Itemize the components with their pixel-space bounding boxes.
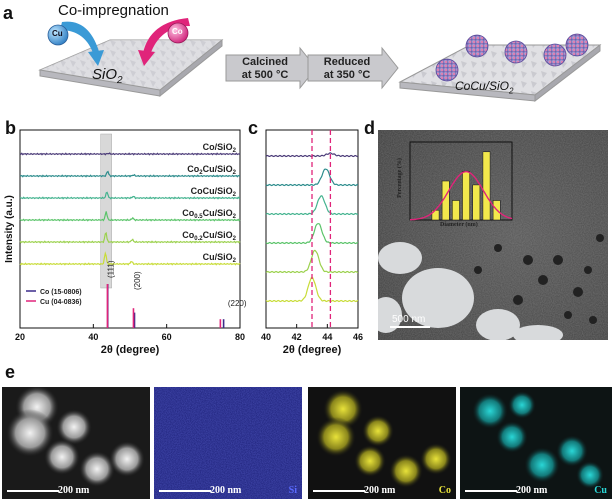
inset-bar-6	[472, 184, 481, 221]
xrd-series-5	[19, 251, 241, 266]
series-label-3: Co0.5Cu/SiO2	[182, 208, 236, 220]
ref-legend-text-0: Co (15-0806)	[40, 289, 82, 296]
c-series-1	[265, 168, 359, 187]
b-xtick-label-3: 80	[235, 332, 245, 342]
c-xtick-label-1: 42	[292, 332, 302, 342]
co-image	[313, 389, 452, 492]
cu-arrow	[60, 21, 100, 56]
tem-holes	[378, 242, 563, 340]
panel-d-label: d	[364, 118, 375, 138]
inset-bar-7	[482, 151, 491, 221]
series-label-4: Co0.2Cu/SiO2	[182, 230, 236, 242]
cu-precursor-label: Cu	[52, 29, 63, 38]
panel-b-label: b	[5, 118, 16, 138]
co-precursor-label: Co	[172, 27, 183, 36]
co-element-label: Co	[438, 485, 451, 496]
inset-xlabel: Diameter (nm)	[440, 222, 478, 228]
xrd-chart-c: 40 42 44 46 2θ (degree)	[261, 129, 363, 356]
b-xtick-label-2: 60	[162, 332, 172, 342]
c-xtick-label-3: 46	[353, 332, 363, 342]
cocu-sio2-label: CoCu/SiO2	[455, 79, 513, 95]
reduced-step-label: Reduced at 350 °C	[312, 56, 382, 82]
tem-scalebar-label: 500 nm	[392, 314, 426, 325]
series-label-5: Cu/SiO2	[203, 252, 237, 264]
c-series-4	[265, 249, 359, 274]
cu-image	[465, 391, 604, 492]
haadf-scalebar: 200 nm	[58, 485, 90, 496]
tem-image	[378, 130, 608, 340]
size-histogram-inset	[409, 141, 513, 221]
b-xlabel: 2θ (degree)	[101, 344, 160, 356]
xrd-series-3	[19, 211, 241, 222]
series-label-1: Co2Cu/SiO2	[187, 164, 236, 176]
co-impregnation-title: Co-impregnation	[58, 2, 169, 19]
haadf-map: 200 nm	[2, 387, 150, 499]
reduced-detail: at 350 °C	[323, 69, 371, 81]
panel-c-label: c	[248, 118, 259, 138]
inset-ylabel: Percentage (%)	[397, 158, 403, 198]
xrd-series-4	[19, 231, 241, 244]
xrd-series-1	[19, 170, 241, 178]
c-series-5	[265, 276, 359, 303]
cu-precursor-ball	[47, 24, 69, 46]
si-image	[154, 387, 302, 499]
si-scalebar: 200 nm	[210, 485, 242, 496]
miller-label-0: (111)	[106, 260, 115, 278]
series-label-2: CoCu/SiO2	[191, 186, 237, 198]
inset-bar-4	[451, 200, 460, 221]
c-xtick-label-2: 44	[322, 332, 332, 342]
reduced-arrow-shape	[307, 46, 399, 90]
inset-fit-curve	[410, 170, 513, 221]
cu-map: 200 nm Cu	[460, 387, 612, 499]
calcined-detail: at 500 °C	[241, 69, 289, 81]
tem-particles	[474, 234, 604, 324]
xrd-series-0	[19, 152, 241, 156]
cocu-particles	[435, 33, 589, 82]
highlight-band	[100, 133, 112, 289]
xrd-series-2	[19, 191, 241, 200]
c-xlabel: 2θ (degree)	[283, 344, 342, 356]
co-scalebar: 200 nm	[364, 485, 396, 496]
co-precursor-ball	[167, 22, 189, 44]
panel-a-scheme	[38, 18, 602, 103]
sio2-label: SiO2	[92, 66, 123, 86]
cocu-sub: 2	[509, 86, 514, 96]
miller-label-1: (200)	[133, 271, 142, 290]
haadf-image	[6, 387, 145, 492]
chart-b-frame	[19, 129, 241, 329]
si-map: 200 nm Si	[154, 387, 302, 499]
cu-scalebar: 200 nm	[516, 485, 548, 496]
sio2-text: SiO	[92, 66, 118, 83]
calcined-text: Calcined	[242, 56, 288, 68]
calcined-step-label: Calcined at 500 °C	[230, 56, 300, 82]
cu-element-label: Cu	[594, 485, 607, 496]
panel-e-label: e	[5, 362, 16, 382]
b-ylabel: Intensity (a.u.)	[4, 195, 15, 263]
reduced-text: Reduced	[323, 56, 371, 68]
inset-bar-5	[462, 170, 470, 221]
cocu-text: CoCu/SiO	[455, 79, 510, 93]
b-xtick-label-1: 40	[88, 332, 98, 342]
series-label-0: Co/SiO2	[203, 142, 237, 154]
panel-a-label: a	[3, 3, 14, 23]
ref-legend-text-1: Cu (04-0836)	[40, 299, 82, 306]
xrd-chart-b: Co/SiO2 Co2Cu/SiO2 CoCu/SiO2 Co0.5Cu/SiO2 Co…	[4, 129, 247, 356]
b-xtick-label-0: 20	[15, 332, 25, 342]
c-xtick-label-0: 40	[261, 332, 271, 342]
miller-label-2: (220)	[228, 299, 247, 308]
si-element-label: Si	[288, 485, 297, 496]
inset-frame	[409, 141, 513, 221]
sio2-sub: 2	[117, 75, 123, 86]
co-map: 200 nm Co	[308, 387, 456, 499]
